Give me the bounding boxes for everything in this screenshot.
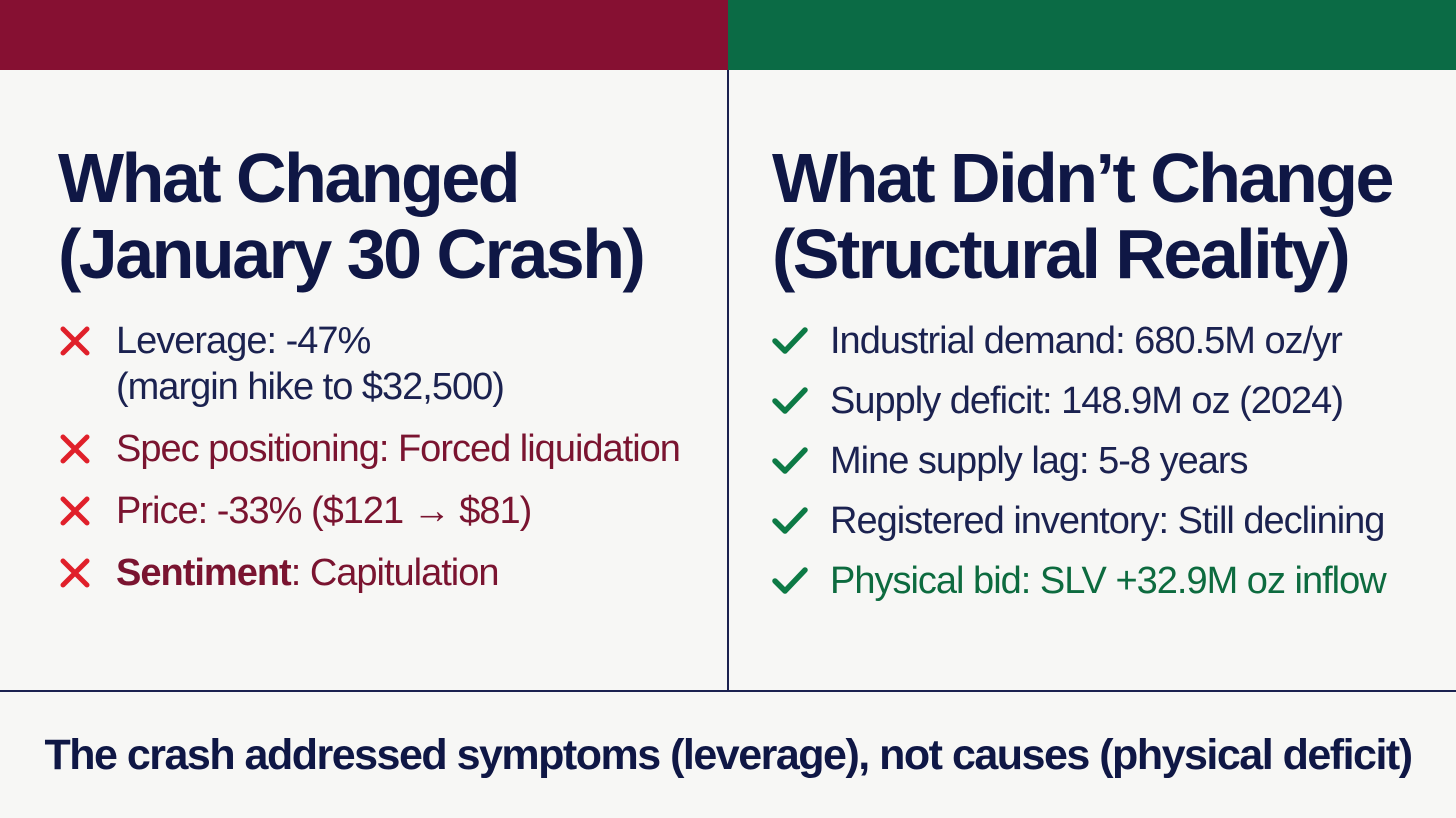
what-didnt-change-heading: What Didn’t Change (Structural Reality): [772, 140, 1432, 292]
check-icon: [772, 318, 830, 364]
list-item: Price: -33% ($121 → $81): [58, 488, 708, 534]
what-didnt-change-column: What Didn’t Change (Structural Reality) …: [772, 140, 1432, 618]
what-changed-column: What Changed (January 30 Crash) Leverage…: [58, 140, 708, 612]
cross-icon: [58, 488, 116, 534]
column-divider: [727, 70, 729, 692]
check-icon: [772, 378, 830, 424]
changed-list: Leverage: -47% (margin hike to $32,500) …: [58, 318, 708, 596]
list-item: Spec positioning: Forced liquidation: [58, 426, 708, 472]
footer-divider: [0, 690, 1456, 692]
list-item: Sentiment: Capitulation: [58, 550, 708, 596]
list-item: Supply deficit: 148.9M oz (2024): [772, 378, 1432, 424]
check-icon: [772, 558, 830, 604]
unchanged-list: Industrial demand: 680.5M oz/yr Supply d…: [772, 318, 1432, 604]
cross-icon: [58, 550, 116, 596]
item-text: Price: -33% ($121 → $81): [116, 490, 532, 532]
heading-line-2: (January 30 Crash): [58, 215, 646, 293]
list-item: Mine supply lag: 5-8 years: [772, 438, 1432, 484]
cross-icon: [58, 426, 116, 472]
list-item: Registered inventory: Still declining: [772, 498, 1432, 544]
heading-line-1: What Changed: [58, 139, 520, 217]
item-text: Industrial demand: 680.5M oz/yr: [830, 320, 1343, 362]
cross-icon: [58, 318, 116, 364]
item-label: Sentiment: [116, 552, 292, 594]
item-text: Supply deficit: 148.9M oz (2024): [830, 380, 1344, 422]
footer-summary: The crash addressed symptoms (leverage),…: [44, 730, 1413, 779]
check-icon: [772, 438, 830, 484]
heading-line-1: What Didn’t Change: [772, 139, 1394, 217]
list-item: Leverage: -47% (margin hike to $32,500): [58, 318, 708, 410]
item-text: Registered inventory: Still declining: [830, 500, 1385, 542]
list-item: Industrial demand: 680.5M oz/yr: [772, 318, 1432, 364]
check-icon: [772, 498, 830, 544]
heading-line-2: (Structural Reality): [772, 215, 1351, 293]
footer: The crash addressed symptoms (leverage),…: [0, 692, 1456, 818]
item-text: Spec positioning: Forced liquidation: [116, 428, 681, 470]
header-band-left: [0, 0, 728, 70]
item-text: Sentiment: Capitulation: [116, 552, 500, 594]
what-changed-heading: What Changed (January 30 Crash): [58, 140, 708, 292]
header-band-right: [728, 0, 1456, 70]
item-text: Mine supply lag: 5-8 years: [830, 440, 1249, 482]
list-item: Physical bid: SLV +32.9M oz inflow: [772, 558, 1432, 604]
item-text: Physical bid: SLV +32.9M oz inflow: [830, 560, 1387, 602]
item-text: Leverage: -47% (margin hike to $32,500): [116, 320, 505, 408]
